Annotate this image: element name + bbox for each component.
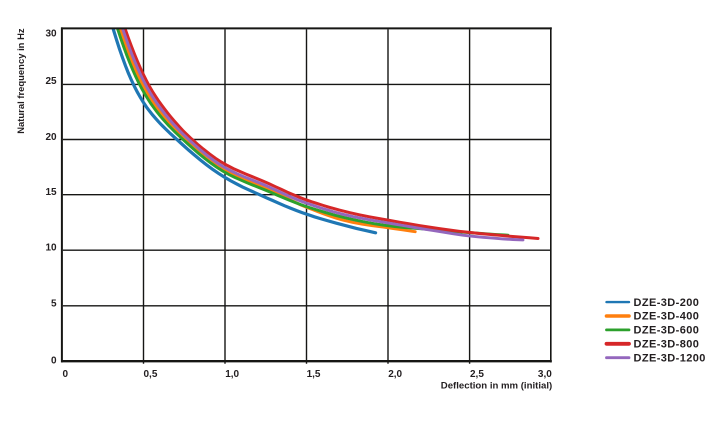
svg-text:1,5: 1,5 [307, 369, 321, 380]
svg-text:5: 5 [51, 299, 57, 310]
svg-text:DZE-3D-1200: DZE-3D-1200 [634, 352, 706, 364]
svg-text:0: 0 [63, 369, 69, 380]
svg-text:30: 30 [45, 29, 57, 40]
svg-text:Deflection in mm (initial): Deflection in mm (initial) [441, 380, 552, 391]
svg-text:25: 25 [45, 76, 57, 87]
svg-text:DZE-3D-600: DZE-3D-600 [634, 325, 700, 337]
svg-text:1,0: 1,0 [225, 369, 239, 380]
svg-text:DZE-3D-400: DZE-3D-400 [634, 311, 700, 323]
svg-text:20: 20 [45, 132, 57, 143]
svg-text:15: 15 [45, 187, 57, 198]
svg-text:3,0: 3,0 [538, 369, 552, 380]
svg-text:10: 10 [45, 243, 57, 254]
svg-text:Natural frequency in Hz: Natural frequency in Hz [16, 28, 27, 134]
svg-text:0: 0 [51, 355, 57, 366]
svg-text:2,0: 2,0 [388, 369, 402, 380]
svg-text:DZE-3D-200: DZE-3D-200 [634, 297, 700, 309]
svg-text:2,5: 2,5 [470, 369, 484, 380]
svg-text:0,5: 0,5 [144, 369, 158, 380]
svg-text:DZE-3D-800: DZE-3D-800 [634, 339, 700, 351]
